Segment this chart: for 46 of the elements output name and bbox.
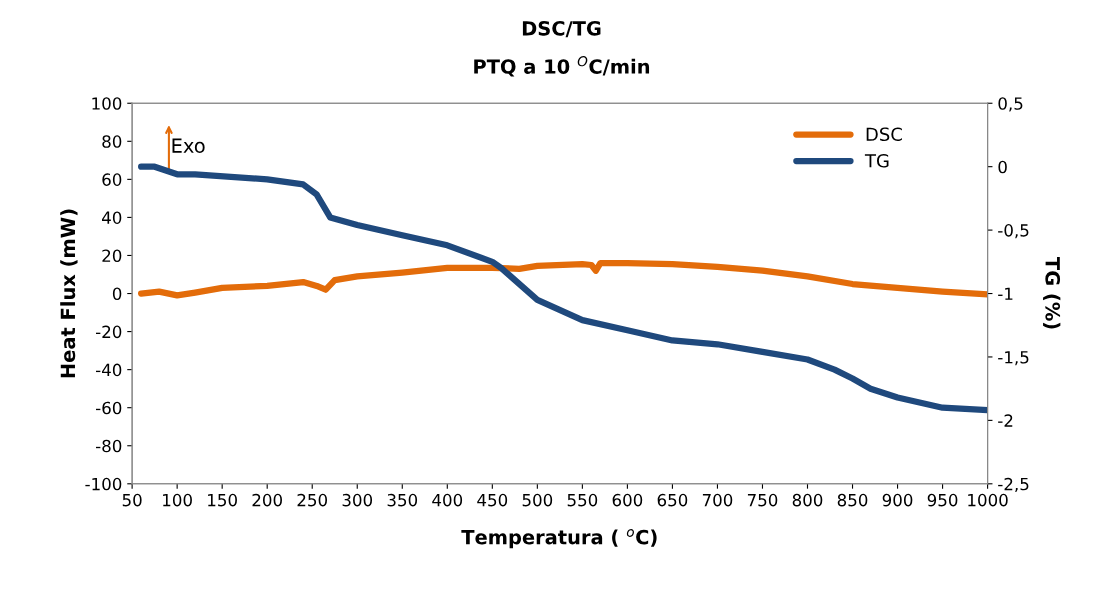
x-tick-label: 600: [612, 493, 643, 507]
annotation: Exo: [172, 138, 205, 153]
x-tick-label: 50: [122, 493, 142, 507]
y2-tick-label: 0: [998, 160, 1007, 174]
legend-label: TG: [864, 153, 889, 168]
y2-tick-label: -0,5: [998, 224, 1029, 239]
y-tick-label: 20: [102, 249, 122, 263]
chart-title: DSC/TG: [522, 20, 601, 38]
y2-axis-title: TG (%): [1043, 256, 1061, 329]
y-tick-label: 80: [102, 135, 122, 148]
x-tick-label: 300: [342, 493, 373, 507]
x-tick-label: 850: [837, 493, 868, 507]
x-tick-label: 100: [163, 493, 192, 507]
x-tick-label: 200: [252, 493, 282, 507]
y-tick-label: -20: [95, 325, 122, 339]
y-tick-label: -80: [95, 439, 122, 453]
x-tick-label: 750: [747, 493, 778, 507]
y-tick-label: 60: [102, 173, 122, 186]
x-tick-label: 450: [477, 493, 508, 507]
y-axis-title: Heat Flux (mW): [60, 209, 78, 378]
legend-label: DSC: [866, 127, 902, 142]
y2-tick-label: 0,5: [998, 97, 1023, 112]
x-tick-label: 500: [522, 493, 553, 507]
y-tick-label: 100: [92, 97, 122, 110]
y-tick-label: -40: [95, 363, 122, 377]
x-tick-label: 900: [882, 493, 913, 507]
x-tick-label: 250: [297, 493, 328, 507]
y-tick-label: -60: [95, 401, 122, 415]
x-tick-label: 400: [432, 493, 463, 507]
y2-tick-label: -2: [998, 414, 1013, 427]
x-tick-label: 150: [208, 493, 237, 507]
y-tick-label: 40: [102, 211, 122, 224]
x-tick-label: 350: [387, 493, 418, 507]
x-axis-title: Temperatura ( $^{o}$C): [461, 529, 657, 549]
y2-tick-label: -2,5: [998, 477, 1029, 493]
y2-tick-label: -1,5: [998, 351, 1029, 366]
y-tick-label: 0: [112, 287, 122, 301]
y-tick-label: -100: [85, 477, 122, 491]
chart-subtitle: PTQ a 10 $^{O}$C/min: [474, 56, 650, 77]
x-tick-label: 950: [927, 493, 958, 507]
x-tick-label: 800: [792, 493, 823, 507]
y2-tick-label: -1: [998, 287, 1013, 300]
x-tick-label: 700: [702, 493, 733, 507]
x-tick-label: 550: [567, 493, 598, 507]
x-tick-label: 650: [657, 493, 688, 507]
x-tick-label: 1000: [968, 493, 1008, 507]
